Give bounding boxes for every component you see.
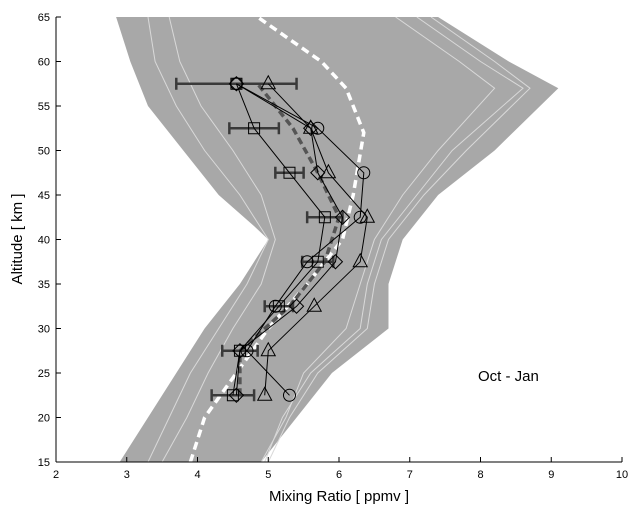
y-tick-label-10: 65 (38, 12, 50, 24)
y-tick-label-3: 30 (38, 324, 50, 336)
y-tick-label-0: 15 (38, 457, 50, 469)
season-annotation: Oct - Jan (478, 368, 539, 385)
x-tick-label-1: 3 (124, 469, 130, 481)
plot-area (116, 17, 559, 462)
white-dashed-line (188, 17, 366, 462)
y-tick-label-9: 60 (38, 57, 50, 69)
triangle-marker-2 (306, 297, 323, 312)
circle-profile-line (236, 83, 365, 396)
triangle-marker-7 (260, 74, 277, 90)
triangle-marker-1 (260, 341, 277, 357)
square-marker-4 (318, 211, 331, 224)
y-tick-label-4: 35 (38, 279, 50, 291)
x-tick-label-7: 9 (548, 469, 554, 481)
circle-marker-2 (268, 299, 282, 313)
x-axis-label: Mixing Ratio [ ppmv ] (269, 488, 409, 505)
diamond-marker-3 (327, 254, 344, 270)
diamond-marker-7 (228, 76, 245, 92)
square-marker-6 (248, 122, 261, 135)
envelope-inner-line-0 (147, 17, 269, 462)
triangle-marker-0 (256, 386, 273, 401)
triangle-marker-5 (320, 163, 337, 179)
envelope-inner-line-1 (264, 17, 524, 462)
circle-marker-0 (282, 388, 296, 402)
square-marker-5 (283, 166, 296, 179)
triangle-marker-4 (359, 208, 376, 223)
y-tick-label-6: 45 (38, 190, 50, 202)
diamond-marker-2 (288, 298, 305, 314)
y-tick-label-8: 55 (38, 101, 50, 113)
square-marker-3 (311, 255, 324, 268)
triangle-marker-3 (352, 252, 369, 268)
y-tick-label-1: 20 (38, 413, 50, 425)
square-profile-line (232, 83, 326, 396)
x-tick-label-8: 10 (616, 469, 628, 481)
x-tick-label-4: 6 (336, 469, 342, 481)
diamond-marker-1 (232, 343, 248, 359)
diamond-profile-line (235, 83, 344, 396)
triangle-profile-line (264, 83, 368, 396)
diamond-marker-0 (228, 387, 245, 403)
envelope-inner-line-4 (260, 17, 496, 462)
y-tick-label-2: 25 (38, 368, 50, 380)
y-tick-label-5: 40 (38, 235, 50, 247)
plot-content (116, 17, 559, 462)
grey-dashed-line (238, 82, 341, 396)
circle-marker-7 (229, 77, 243, 91)
y-tick-label-7: 50 (38, 146, 50, 158)
x-tick-label-2: 4 (194, 469, 200, 481)
x-tick-label-5: 7 (407, 469, 413, 481)
circle-marker-3 (300, 255, 314, 269)
diamond-marker-4 (334, 209, 351, 225)
diamond-marker-5 (310, 165, 326, 181)
circle-marker-4 (353, 210, 367, 224)
y-axis-label: Altitude [ km ] (9, 194, 26, 285)
square-marker-0 (226, 389, 239, 402)
envelope-inner-line-3 (161, 17, 276, 462)
circle-marker-5 (357, 166, 371, 180)
diamond-marker-6 (302, 120, 319, 136)
x-tick-label-0: 2 (53, 469, 59, 481)
x-tick-label-3: 5 (265, 469, 271, 481)
triangle-marker-6 (302, 119, 319, 134)
envelope-inner-line-2 (267, 17, 531, 462)
circle-marker-6 (311, 121, 325, 135)
x-tick-label-6: 8 (477, 469, 483, 481)
